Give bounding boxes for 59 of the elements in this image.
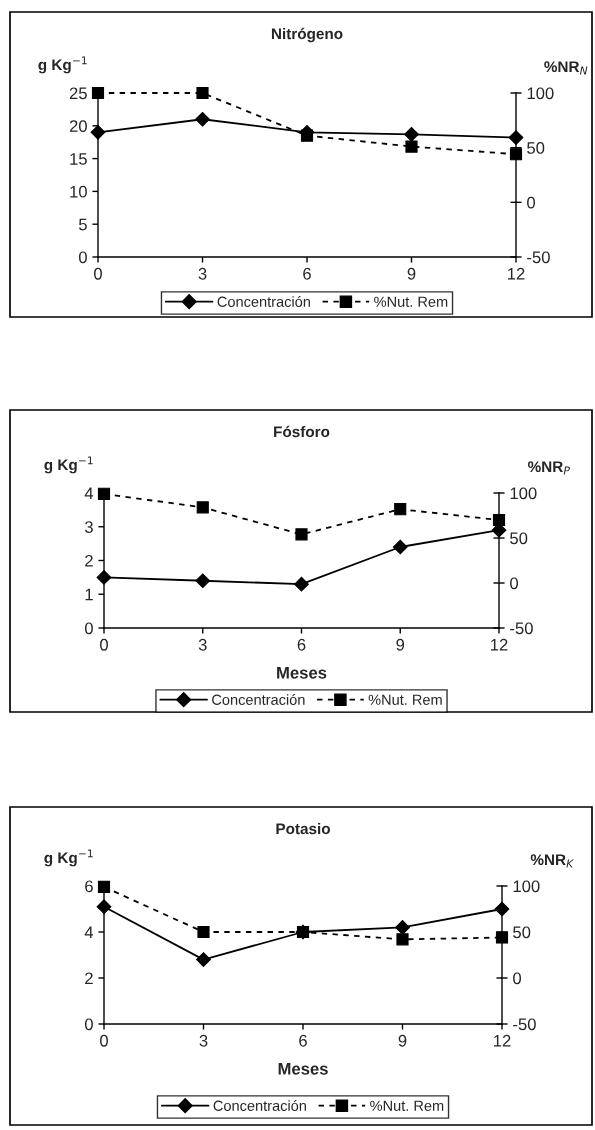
x-tick-label: 12 [491, 638, 508, 651]
x-tick-label: 0 [100, 638, 108, 651]
y2-tick-label: 0 [510, 577, 519, 590]
y-tick-label: 15 [70, 153, 87, 165]
x-tick-label: 6 [297, 638, 306, 651]
x-tick-label: 0 [94, 267, 102, 280]
chart-title: Nitrógeno [271, 27, 343, 43]
chart-title: Potasio [276, 822, 330, 835]
x-tick-label: 3 [199, 1034, 208, 1047]
legend-label: %Nut. Rem [368, 694, 442, 705]
y2-tick-label: 50 [510, 532, 528, 545]
y2-tick-label: 50 [527, 142, 545, 154]
y-tick-label: 10 [70, 185, 87, 198]
y-tick-label: 2 [85, 554, 93, 567]
y-tick-label: 20 [69, 120, 87, 132]
y-tick-label: 0 [84, 622, 93, 635]
chart-title: Fósforo [274, 425, 330, 438]
x-tick-label: 6 [299, 1034, 307, 1047]
y2-tick-label: 50 [513, 926, 531, 939]
y2-axis-title: %NR$_{P}$ [527, 461, 570, 475]
y2-tick-label: 100 [513, 880, 540, 893]
x-tick-label: 9 [398, 1034, 407, 1047]
legend-label: Concentración [212, 694, 305, 705]
y-tick-label: 25 [69, 87, 87, 100]
x-axis-title: Meses [277, 667, 327, 679]
y-axis-title: g Kg$^{−1}$ [44, 456, 93, 474]
y2-tick-label: 100 [527, 87, 554, 100]
y2-tick-label: -50 [510, 622, 533, 635]
y2-tick-label: -50 [527, 251, 550, 264]
y-tick-label: 1 [85, 588, 93, 601]
y2-tick-label: -50 [513, 1018, 536, 1031]
y2-axis-title: %NR$_{N}$ [544, 61, 588, 75]
y2-axis-title: %NR$_{K}$ [530, 854, 574, 868]
y-tick-label: 0 [84, 1018, 93, 1031]
x-axis-title: Meses [278, 1063, 328, 1075]
y-axis-title: g Kg$^{−1}$ [44, 849, 93, 867]
y2-tick-label: 0 [527, 196, 536, 209]
y-tick-label: 6 [85, 880, 93, 893]
y-tick-label: 4 [84, 487, 94, 500]
x-tick-label: 6 [303, 267, 311, 280]
x-tick-label: 12 [508, 267, 525, 280]
x-tick-label: 3 [198, 638, 207, 651]
legend-label: %Nut. Rem [374, 296, 448, 307]
y2-tick-label: 0 [513, 972, 522, 985]
y-tick-label: 3 [84, 521, 93, 533]
legend-label: Concentración [217, 296, 310, 307]
y-tick-label: 0 [78, 251, 87, 264]
legend-label: %Nut. Rem [370, 1100, 444, 1111]
x-tick-label: 9 [407, 267, 416, 280]
y-tick-label: 5 [78, 218, 87, 231]
x-tick-label: 3 [198, 267, 207, 280]
y-axis-title: g Kg$^{−1}$ [38, 56, 87, 74]
x-tick-label: 9 [396, 638, 405, 651]
x-tick-label: 0 [100, 1034, 108, 1047]
y2-tick-label: 100 [510, 487, 537, 500]
legend-label: Concentración [213, 1100, 306, 1111]
y-tick-label: 2 [85, 972, 93, 985]
y-tick-label: 4 [84, 926, 94, 939]
x-tick-label: 12 [494, 1034, 511, 1047]
